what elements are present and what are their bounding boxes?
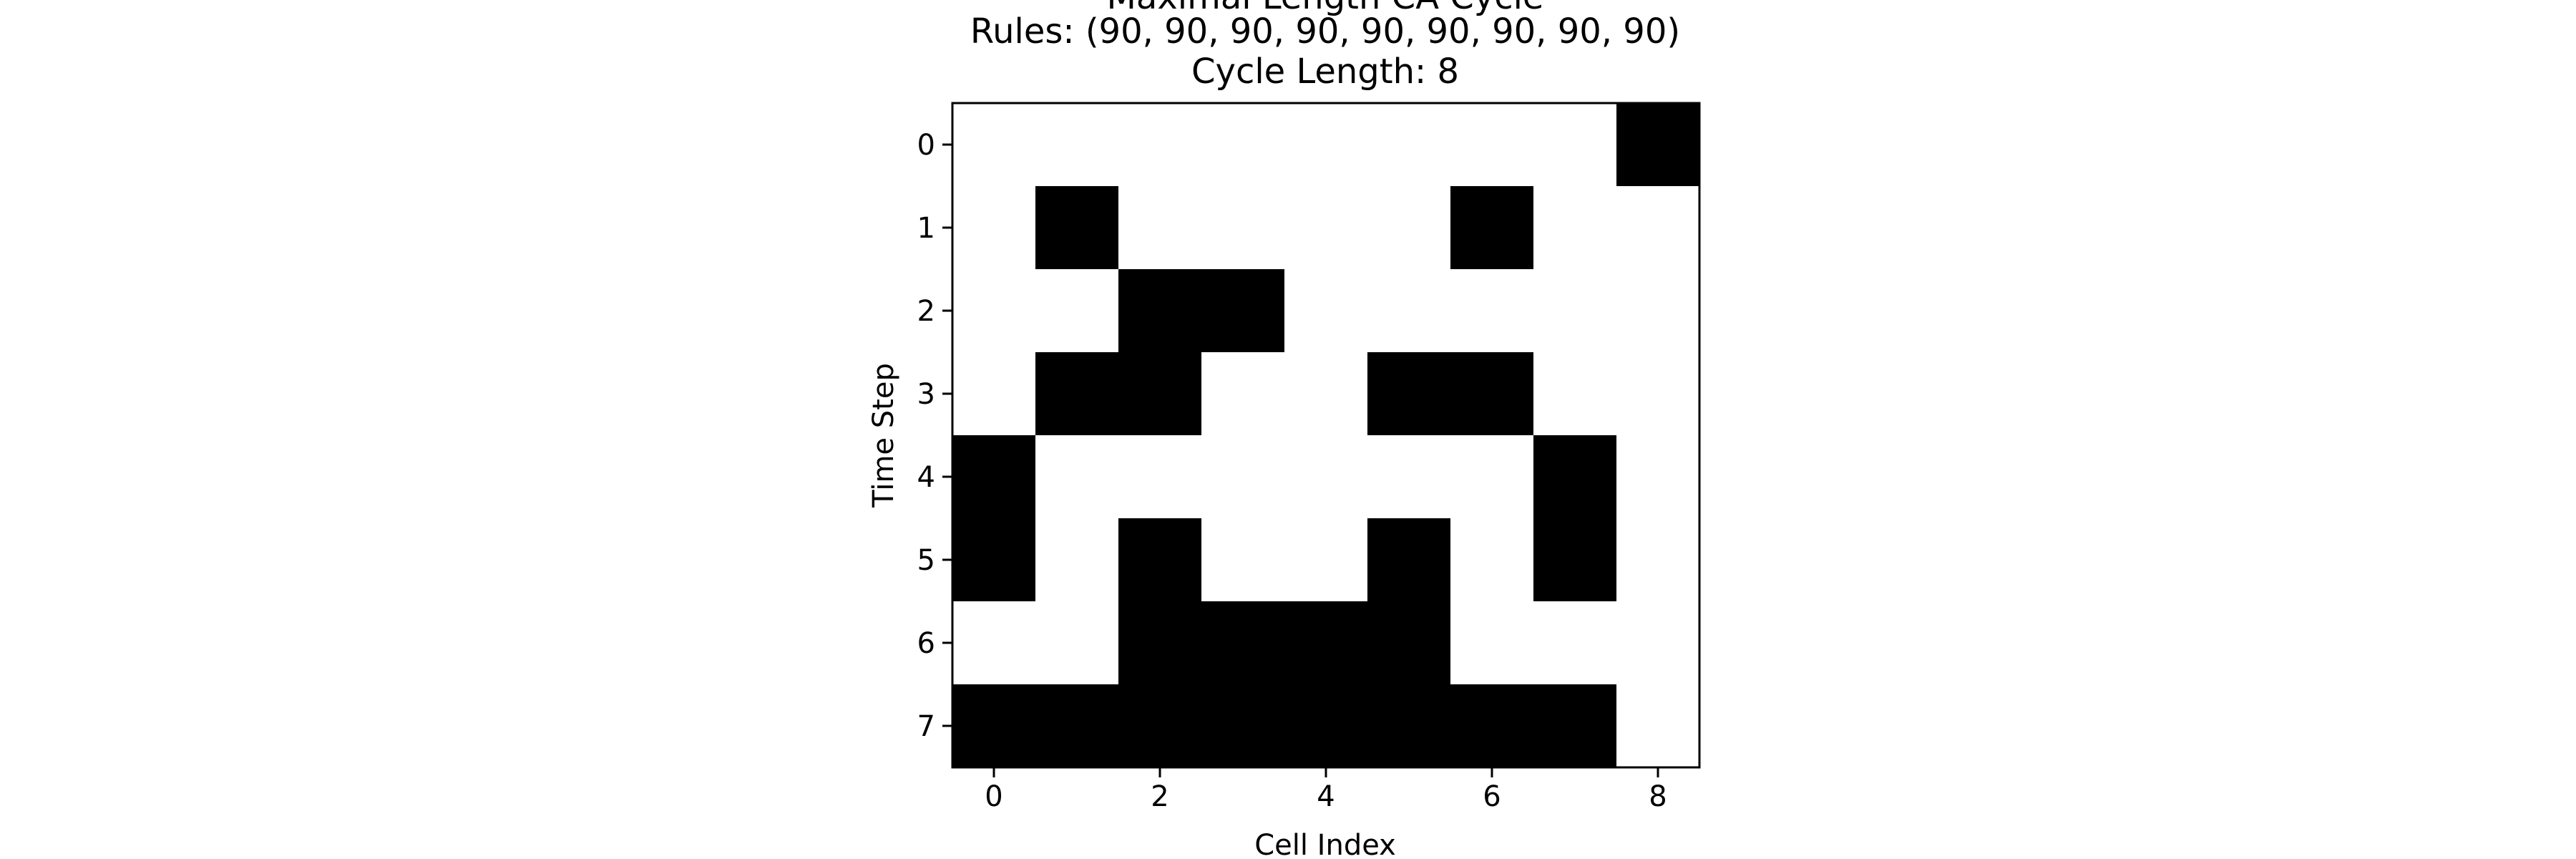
heatmap-cell-r4-c1: [1035, 435, 1119, 519]
heatmap-cell-r6-c0: [952, 601, 1036, 685]
y-tick-label-7: 7: [917, 710, 935, 743]
heatmap-cell-r2-c8: [1616, 269, 1700, 353]
heatmap-cell-r6-c4: [1284, 601, 1368, 685]
heatmap-cell-r5-c7: [1533, 518, 1617, 602]
heatmap-cell-r2-c4: [1284, 269, 1368, 353]
heatmap-cell-r6-c1: [1035, 601, 1119, 685]
heatmap-cell-r0-c4: [1284, 103, 1368, 187]
y-tick-label-1: 1: [917, 212, 935, 245]
heatmap-cell-r2-c5: [1367, 269, 1451, 353]
heatmap-cell-r1-c0: [952, 186, 1036, 270]
heatmap-cell-r1-c4: [1284, 186, 1368, 270]
heatmap-cell-r3-c7: [1533, 352, 1617, 436]
heatmap-cell-r7-c4: [1284, 684, 1368, 768]
heatmap-cell-r1-c3: [1201, 186, 1285, 270]
y-tick-label-4: 4: [917, 461, 935, 494]
heatmap-cell-r7-c1: [1035, 684, 1119, 768]
heatmap-cell-r0-c3: [1201, 103, 1285, 187]
heatmap-cell-r5-c4: [1284, 518, 1368, 602]
heatmap-cell-r5-c5: [1367, 518, 1451, 602]
heatmap-cell-r2-c3: [1201, 269, 1285, 353]
heatmap-cell-r6-c7: [1533, 601, 1617, 685]
heatmap-cell-r7-c0: [952, 684, 1036, 768]
heatmap-cell-r0-c6: [1450, 103, 1534, 187]
y-axis-ticks: 0 1 2 3 4 5 6 7: [917, 129, 952, 743]
heatmap-cell-r5-c3: [1201, 518, 1285, 602]
heatmap-cell-r0-c8: [1616, 103, 1700, 187]
heatmap-cell-r3-c0: [952, 352, 1036, 436]
y-tick-label-2: 2: [917, 295, 935, 328]
heatmap-cell-r5-c1: [1035, 518, 1119, 602]
heatmap-cell-r4-c7: [1533, 435, 1617, 519]
y-tick-label-0: 0: [917, 129, 935, 162]
heatmap-cell-r6-c8: [1616, 601, 1700, 685]
heatmap-cell-r2-c2: [1118, 269, 1202, 353]
x-tick-label-6: 6: [1483, 780, 1501, 813]
heatmap-cell-r0-c2: [1118, 103, 1202, 187]
heatmap-cell-r3-c3: [1201, 352, 1285, 436]
x-tick-label-2: 2: [1151, 780, 1169, 813]
x-tick-label-0: 0: [985, 780, 1002, 813]
heatmap-cell-r0-c5: [1367, 103, 1451, 187]
x-tick-label-8: 8: [1649, 780, 1667, 813]
heatmap-cell-r1-c1: [1035, 186, 1119, 270]
heatmap-cell-r5-c2: [1118, 518, 1202, 602]
heatmap-cell-r5-c8: [1616, 518, 1700, 602]
heatmap-cell-r4-c6: [1450, 435, 1534, 519]
heatmap-cell-r1-c5: [1367, 186, 1451, 270]
heatmap-cell-r4-c8: [1616, 435, 1700, 519]
heatmap-cell-r1-c8: [1616, 186, 1700, 270]
heatmap-cell-r0-c0: [952, 103, 1036, 187]
heatmap-cell-r4-c0: [952, 435, 1036, 519]
x-tick-label-4: 4: [1317, 780, 1335, 813]
heatmap-cell-r2-c1: [1035, 269, 1119, 353]
y-tick-label-5: 5: [917, 544, 935, 577]
heatmap-cell-r0-c1: [1035, 103, 1119, 187]
heatmap-cell-r3-c2: [1118, 352, 1202, 436]
heatmap-cell-r4-c2: [1118, 435, 1202, 519]
heatmap-cells: [952, 103, 1700, 768]
heatmap-cell-r2-c6: [1450, 269, 1534, 353]
heatmap-cell-r6-c2: [1118, 601, 1202, 685]
heatmap-cell-r3-c1: [1035, 352, 1119, 436]
heatmap-cell-r4-c5: [1367, 435, 1451, 519]
title-line-1: Maximal Length CA Cycle: [1107, 0, 1544, 17]
heatmap-cell-r3-c8: [1616, 352, 1700, 436]
heatmap-cell-r1-c6: [1450, 186, 1534, 270]
heatmap-cell-r7-c5: [1367, 684, 1451, 768]
heatmap-cell-r7-c6: [1450, 684, 1534, 768]
heatmap-cell-r5-c0: [952, 518, 1036, 602]
heatmap-cell-r1-c7: [1533, 186, 1617, 270]
heatmap-cell-r2-c7: [1533, 269, 1617, 353]
heatmap-cell-r4-c3: [1201, 435, 1285, 519]
heatmap-cell-r0-c7: [1533, 103, 1617, 187]
heatmap-cell-r6-c5: [1367, 601, 1451, 685]
heatmap-cell-r6-c6: [1450, 601, 1534, 685]
x-axis-ticks: 0 2 4 6 8: [985, 767, 1667, 813]
heatmap-cell-r4-c4: [1284, 435, 1368, 519]
title-line-3: Cycle Length: 8: [1191, 52, 1459, 92]
y-tick-label-3: 3: [917, 378, 935, 411]
heatmap-cell-r7-c7: [1533, 684, 1617, 768]
heatmap-cell-r3-c6: [1450, 352, 1534, 436]
heatmap-cell-r7-c3: [1201, 684, 1285, 768]
heatmap-cell-r1-c2: [1118, 186, 1202, 270]
y-tick-label-6: 6: [917, 627, 935, 660]
heatmap-cell-r7-c8: [1616, 684, 1700, 768]
heatmap-cell-r5-c6: [1450, 518, 1534, 602]
x-axis-label: Cell Index: [1254, 829, 1396, 859]
heatmap-cell-r2-c0: [952, 269, 1036, 353]
title-line-2: Rules: (90, 90, 90, 90, 90, 90, 90, 90, …: [970, 11, 1680, 52]
y-axis-label: Time Step: [867, 363, 900, 508]
heatmap-cell-r7-c2: [1118, 684, 1202, 768]
heatmap-cell-r6-c3: [1201, 601, 1285, 685]
heatmap-cell-r3-c4: [1284, 352, 1368, 436]
heatmap-cell-r3-c5: [1367, 352, 1451, 436]
chart-title: Maximal Length CA Cycle Rules: (90, 90, …: [970, 0, 1680, 92]
